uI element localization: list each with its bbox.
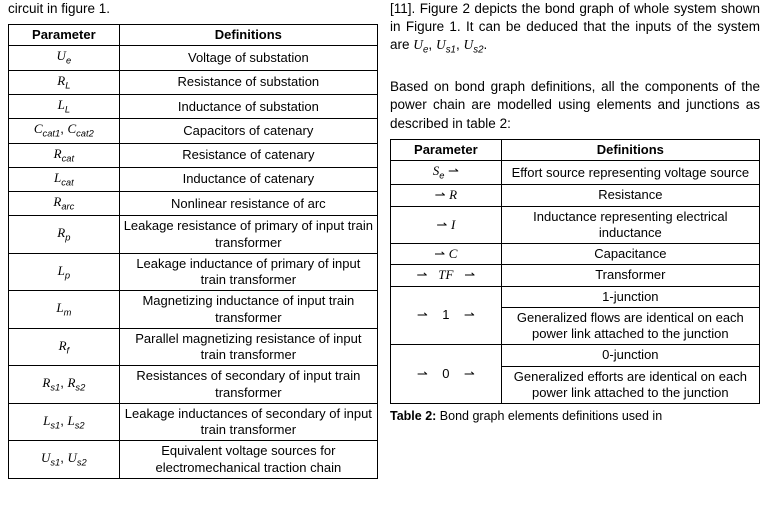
left-top-text: circuit in figure 1. <box>8 0 378 18</box>
t2-r2-p: ⇀ I <box>391 206 502 244</box>
t1-r11-p: Rs1, Rs2 <box>9 366 120 404</box>
t1-r2-d: Inductance of substation <box>119 95 377 119</box>
table-row: Us1, Us2Equivalent voltage sources for e… <box>9 441 378 479</box>
table-row: ⇀ RResistance <box>391 185 760 206</box>
table-row: Parameter Definitions <box>391 139 760 160</box>
t1-r8-p: Lp <box>9 253 120 291</box>
table-row: RLResistance of substation <box>9 70 378 94</box>
table-row: Se ⇀Effort source representing voltage s… <box>391 161 760 185</box>
table1: Parameter Definitions UeVoltage of subst… <box>8 24 378 479</box>
t1-r4-p: Rcat <box>9 143 120 167</box>
table2: Parameter Definitions Se ⇀Effort source … <box>390 139 760 404</box>
t1-r8-d: Leakage inductance of primary of input t… <box>119 253 377 291</box>
t1-r3-p: Ccat1, Ccat2 <box>9 119 120 143</box>
table-row: RpLeakage resistance of primary of input… <box>9 216 378 254</box>
t2-r0-p: Se ⇀ <box>391 161 502 185</box>
table2-caption: Table 2: Bond graph elements definitions… <box>390 408 760 424</box>
t1-r12-d: Leakage inductances of secondary of inpu… <box>119 403 377 441</box>
t2-r5-d2: Generalized flows are identical on each … <box>501 307 759 345</box>
t1-r7-d: Leakage resistance of primary of input t… <box>119 216 377 254</box>
table-row: ⇀ 0 ⇀ 0-junction <box>391 345 760 366</box>
t1-r11-d: Resistances of secondary of input train … <box>119 366 377 404</box>
t1-r1-p: RL <box>9 70 120 94</box>
table-row: ⇀ TF ⇀Transformer <box>391 265 760 286</box>
table-row: Ccat1, Ccat2Capacitors of catenary <box>9 119 378 143</box>
t1-r10-p: Rf <box>9 328 120 366</box>
t1-r12-p: Ls1, Ls2 <box>9 403 120 441</box>
table-row: ⇀ CCapacitance <box>391 244 760 265</box>
t2-r4-p: ⇀ TF ⇀ <box>391 265 502 286</box>
t1-r0-d: Voltage of substation <box>119 46 377 70</box>
t2-head-def: Definitions <box>501 139 759 160</box>
table-row: ⇀ IInductance representing electrical in… <box>391 206 760 244</box>
t1-r10-d: Parallel magnetizing resistance of input… <box>119 328 377 366</box>
t2-r3-d: Capacitance <box>501 244 759 265</box>
t1-r13-p: Us1, Us2 <box>9 441 120 479</box>
t2-head-param: Parameter <box>391 139 502 160</box>
t1-r5-d: Inductance of catenary <box>119 167 377 191</box>
t1-r5-p: Lcat <box>9 167 120 191</box>
t2-r6-d2: Generalized efforts are identical on eac… <box>501 366 759 404</box>
t2-r5-p: ⇀ 1 ⇀ <box>391 286 502 345</box>
t1-r9-p: Lm <box>9 291 120 329</box>
t1-r13-d: Equivalent voltage sources for electrome… <box>119 441 377 479</box>
t2-r4-d: Transformer <box>501 265 759 286</box>
table-row: ⇀ 1 ⇀ 1-junction <box>391 286 760 307</box>
table-row: RfParallel magnetizing resistance of inp… <box>9 328 378 366</box>
table-row: UeVoltage of substation <box>9 46 378 70</box>
table-row: LpLeakage inductance of primary of input… <box>9 253 378 291</box>
table-row: RcatResistance of catenary <box>9 143 378 167</box>
table-row: LLInductance of substation <box>9 95 378 119</box>
table-row: LmMagnetizing inductance of input train … <box>9 291 378 329</box>
left-column: circuit in figure 1. Parameter Definitio… <box>0 0 384 523</box>
t1-head-def: Definitions <box>119 25 377 46</box>
t2-r6-d: 0-junction <box>501 345 759 366</box>
t2-r1-p: ⇀ R <box>391 185 502 206</box>
table-row: LcatInductance of catenary <box>9 167 378 191</box>
t1-r9-d: Magnetizing inductance of input train tr… <box>119 291 377 329</box>
t1-r3-d: Capacitors of catenary <box>119 119 377 143</box>
right-para1: [11]. Figure 2 depicts the bond graph of… <box>390 0 760 57</box>
t2-r0-d: Effort source representing voltage sourc… <box>501 161 759 185</box>
t1-r7-p: Rp <box>9 216 120 254</box>
table-row: Parameter Definitions <box>9 25 378 46</box>
t1-r4-d: Resistance of catenary <box>119 143 377 167</box>
t2-r2-d: Inductance representing electrical induc… <box>501 206 759 244</box>
t1-head-param: Parameter <box>9 25 120 46</box>
t1-r2-p: LL <box>9 95 120 119</box>
t1-r0-p: Ue <box>9 46 120 70</box>
t2-r3-p: ⇀ C <box>391 244 502 265</box>
t1-r6-d: Nonlinear resistance of arc <box>119 192 377 216</box>
right-column: [11]. Figure 2 depicts the bond graph of… <box>384 0 768 523</box>
t1-r1-d: Resistance of substation <box>119 70 377 94</box>
t2-r5-d: 1-junction <box>501 286 759 307</box>
table-row: RarcNonlinear resistance of arc <box>9 192 378 216</box>
right-para2: Based on bond graph definitions, all the… <box>390 78 760 133</box>
table-row: Rs1, Rs2Resistances of secondary of inpu… <box>9 366 378 404</box>
t1-r6-p: Rarc <box>9 192 120 216</box>
t2-r6-p: ⇀ 0 ⇀ <box>391 345 502 404</box>
t2-r1-d: Resistance <box>501 185 759 206</box>
table-row: Ls1, Ls2Leakage inductances of secondary… <box>9 403 378 441</box>
